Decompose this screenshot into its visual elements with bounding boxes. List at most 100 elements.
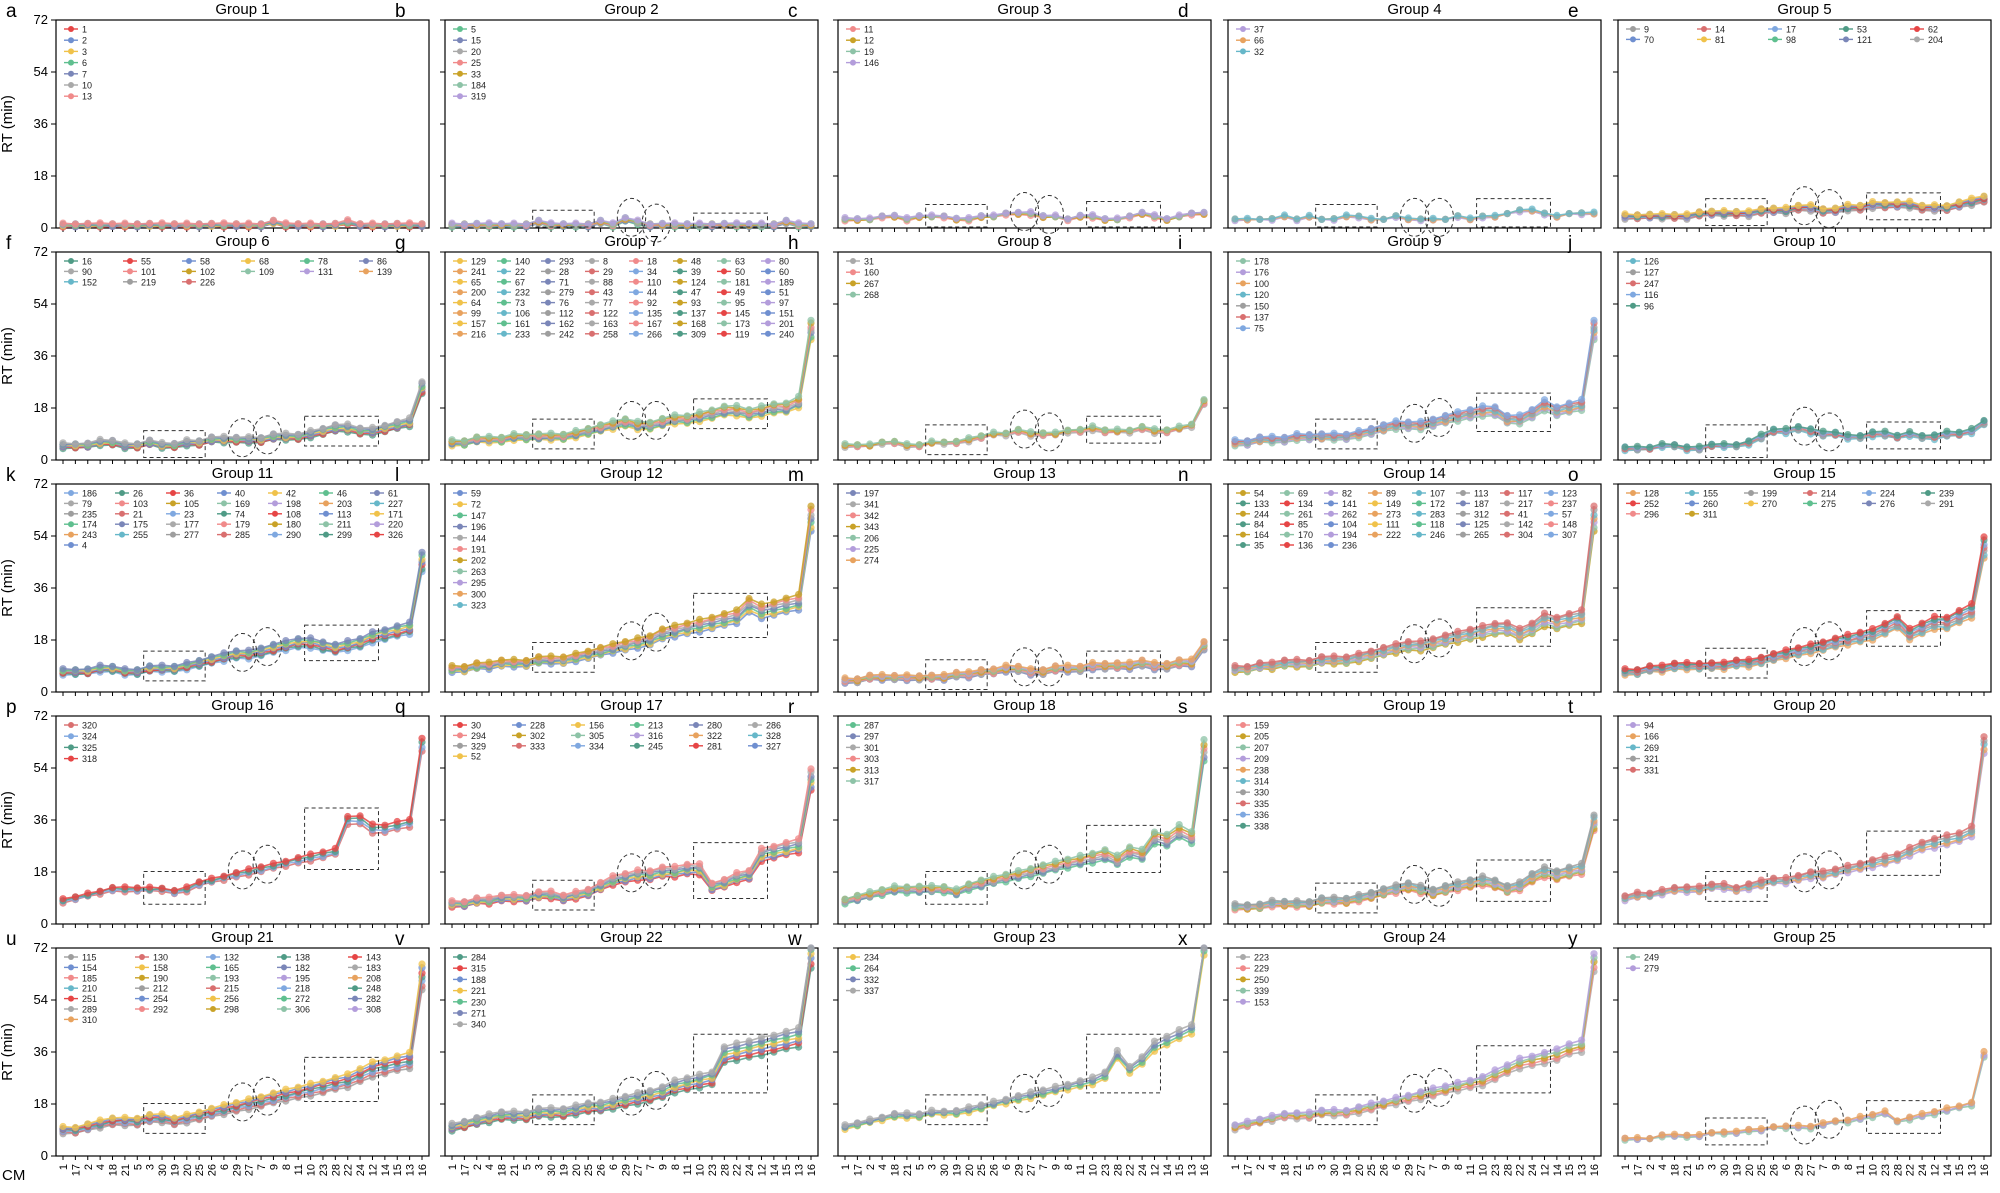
legend-swatch-marker [1548,521,1554,528]
series-line [844,404,1205,449]
data-point [522,891,530,900]
data-point [269,216,277,224]
data-point [965,214,973,222]
y-tick-label: 36 [34,116,48,131]
legend-swatch-marker [1240,325,1246,332]
data-point [609,640,617,648]
legend-swatch-marker [68,744,74,751]
data-point [146,219,154,228]
data-point [572,887,580,896]
legend-swatch-marker [457,579,463,586]
plot-frame [444,19,819,229]
data-point [634,417,642,425]
data-point [1565,399,1573,407]
legend-swatch-marker [850,523,856,530]
data-point [696,615,704,624]
series-line [451,787,812,908]
data-point [282,637,290,645]
data-point [1943,427,1951,435]
data-point [928,671,936,679]
data-point [485,658,493,666]
y-tick-label: 36 [34,580,48,595]
legend-label: 113 [337,509,351,519]
y-tick-label: 18 [34,168,48,183]
data-point [658,414,667,423]
data-point [708,220,716,228]
data-point [584,220,592,228]
legend-label: 120 [1254,290,1269,300]
data-point [1002,661,1010,669]
series-line [1624,195,1985,216]
data-point [1621,210,1629,218]
data-point [1380,215,1388,223]
data-point [658,863,667,871]
legend-swatch-marker [374,531,380,538]
legend-swatch-marker [68,755,74,762]
data-point [1150,658,1159,667]
legend-swatch-marker [545,289,551,296]
legend-label: 260 [1703,499,1718,509]
data-point [977,212,985,220]
data-point [183,658,191,667]
data-point [621,214,629,222]
data-point [1051,662,1059,670]
legend-swatch-marker [374,500,380,507]
legend-label: 196 [471,522,486,532]
legend-label: 79 [82,499,92,509]
legend-label: 301 [864,743,879,753]
legend-swatch-marker [1548,510,1554,517]
legend-swatch-marker [1416,500,1422,507]
legend-swatch-marker [1240,521,1246,528]
highlight-box [1866,192,1941,221]
legend-swatch-marker [545,330,551,337]
data-point [1392,417,1400,425]
legend-swatch-marker [589,330,595,337]
panel-letter: m [788,465,804,486]
data-point [1138,208,1146,216]
data-point [319,220,327,228]
legend-swatch-marker [850,280,856,287]
data-point [393,817,401,826]
data-point [1881,619,1889,628]
data-point [1955,198,1963,206]
data-point [448,897,456,905]
data-point [356,812,364,820]
data-point [609,219,617,227]
data-point [418,548,426,556]
data-point [1318,653,1326,661]
data-point [1064,855,1072,863]
data-point [232,220,240,228]
data-point [473,219,481,228]
data-point [1417,215,1425,223]
data-point [485,893,493,901]
legend-label: 88 [603,277,613,287]
series-line [844,760,1205,905]
highlight-box [1476,198,1551,228]
data-point [559,653,568,661]
data-point [1869,625,1877,633]
legend-label: 97 [779,298,789,308]
series-line [451,776,812,904]
data-point [245,865,253,873]
legend-label: 78 [318,257,328,267]
legend-swatch-marker [186,268,192,275]
panel-title: Group 4 [1387,1,1441,18]
data-point [634,634,642,642]
legend-swatch-marker [850,766,856,773]
data-point [535,888,543,896]
data-point [133,666,141,674]
data-point [448,219,456,227]
data-point [1782,424,1790,433]
highlight-ellipse [1034,194,1064,234]
legend-swatch-marker [170,490,176,496]
data-point [658,625,667,633]
legend-swatch-marker [119,521,125,528]
legend-swatch-marker [765,258,771,264]
legend-label: 34 [647,267,657,277]
data-point [245,646,253,654]
legend-label: 36 [184,489,194,499]
legend-label: 235 [82,509,97,519]
legend-swatch-marker [721,258,727,264]
